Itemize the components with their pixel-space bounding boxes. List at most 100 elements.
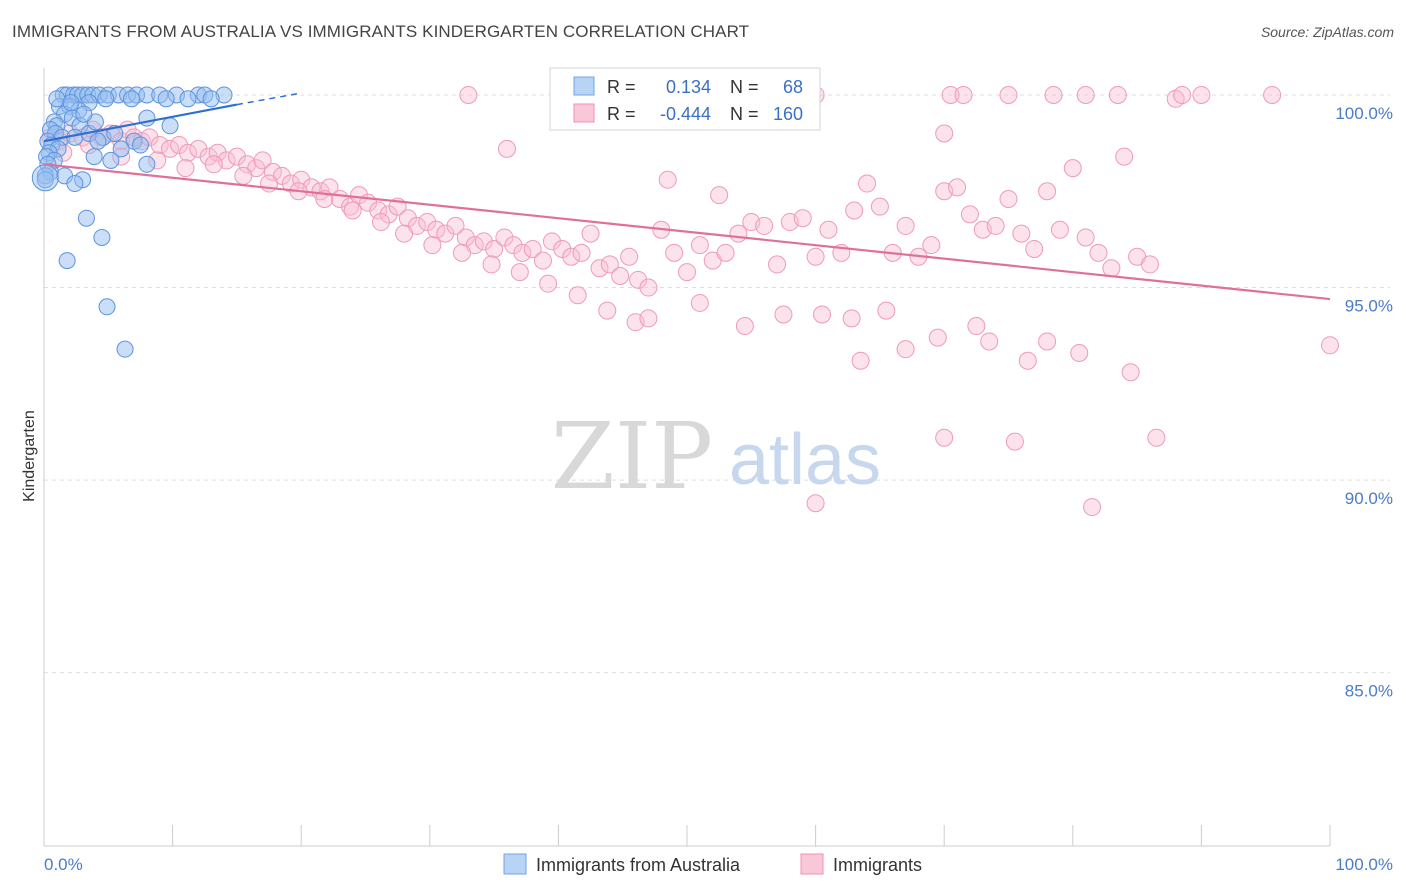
immigrants-point xyxy=(774,305,793,324)
immigrants-point xyxy=(819,220,838,239)
immigrants-point xyxy=(1083,498,1102,517)
watermark-zip: ZIP xyxy=(551,403,713,510)
immigrants-point xyxy=(539,274,558,293)
australia-point xyxy=(97,90,115,108)
immigrants-point xyxy=(1025,240,1044,259)
immigrants-point xyxy=(678,263,696,282)
immigrants-point xyxy=(189,139,208,158)
immigrants-point xyxy=(1076,228,1095,247)
immigrants-point xyxy=(371,213,390,232)
immigrants-point xyxy=(253,151,272,170)
source-note: Source: ZipAtlas.com xyxy=(1260,24,1394,40)
immigrants-point xyxy=(598,301,617,320)
immigrants-point xyxy=(590,259,609,278)
australia-point xyxy=(62,94,80,112)
immigrants-point xyxy=(581,224,600,243)
immigrants-point xyxy=(572,243,591,262)
stats-legend-n-label-2: N = xyxy=(730,104,759,124)
immigrants-point xyxy=(459,85,478,104)
immigrants-point xyxy=(513,243,532,262)
australia-point xyxy=(77,209,95,227)
australia-point xyxy=(66,175,84,193)
australia-point xyxy=(161,117,179,135)
immigrants-point xyxy=(482,255,501,274)
immigrants-point xyxy=(941,85,960,104)
immigrants-point xyxy=(474,232,493,251)
immigrants-point xyxy=(263,162,282,181)
australia-point xyxy=(85,148,103,166)
immigrants-point xyxy=(1121,363,1140,382)
immigrants-point xyxy=(1070,344,1089,363)
immigrants-point xyxy=(446,216,465,235)
immigrants-point xyxy=(542,232,561,251)
immigrants-point xyxy=(485,240,504,259)
immigrants-point xyxy=(562,247,581,266)
stats-legend-n-value-2: 160 xyxy=(773,104,803,124)
australia-point xyxy=(102,151,120,169)
series-legend-label-australia: Immigrants from Australia xyxy=(536,855,741,875)
australia-trend-line xyxy=(43,103,238,143)
australia-point xyxy=(89,132,107,150)
immigrants-point xyxy=(1173,85,1192,104)
immigrants-point xyxy=(600,255,619,274)
immigrants-point xyxy=(896,216,915,235)
immigrants-point xyxy=(896,340,915,359)
immigrants-point xyxy=(1005,432,1024,451)
immigrants-point xyxy=(851,351,870,370)
y-tick-label: 90.0% xyxy=(1345,489,1393,508)
immigrants-point xyxy=(1115,147,1134,166)
australia-point xyxy=(75,105,93,123)
immigrants-point xyxy=(176,159,195,178)
series-legend: Immigrants from Australia Immigrants xyxy=(503,853,922,875)
australia-point xyxy=(93,228,111,246)
immigrants-point xyxy=(495,228,514,247)
immigrants-point xyxy=(456,228,475,247)
immigrants-point xyxy=(170,136,189,155)
immigrants-point xyxy=(161,139,180,158)
immigrants-point xyxy=(320,178,339,197)
stats-legend-n-label-1: N = xyxy=(730,77,759,97)
immigrants-point xyxy=(452,243,471,262)
immigrants-point xyxy=(1038,332,1057,351)
australia-point xyxy=(138,155,156,173)
stats-legend-swatch-immigrants xyxy=(573,103,595,123)
immigrants-point xyxy=(343,201,362,220)
immigrants-point xyxy=(281,174,300,193)
immigrants-point xyxy=(436,224,455,243)
immigrants-point xyxy=(427,220,446,239)
australia-point xyxy=(98,298,116,316)
immigrants-point xyxy=(1012,224,1031,243)
axes xyxy=(43,68,1331,847)
immigrants-point xyxy=(629,270,648,289)
immigrants-point xyxy=(948,178,967,197)
immigrants-point xyxy=(1140,255,1159,274)
immigrants-point xyxy=(620,247,639,266)
immigrants-point xyxy=(418,213,437,232)
immigrants-point xyxy=(768,255,787,274)
immigrants-point xyxy=(870,197,889,216)
immigrants-point xyxy=(793,209,812,228)
australia-point xyxy=(131,136,149,154)
immigrants-point xyxy=(999,85,1018,104)
immigrants-point xyxy=(369,201,388,220)
immigrants-point xyxy=(553,240,572,259)
australia-point xyxy=(58,252,76,270)
immigrants-point xyxy=(755,216,774,235)
immigrants-point xyxy=(954,85,973,104)
stats-legend-swatch-australia xyxy=(573,76,595,96)
immigrants-point xyxy=(350,186,369,205)
immigrants-trend-line xyxy=(43,163,1331,301)
stats-legend-r-label-1: R = xyxy=(607,77,636,97)
immigrants-point xyxy=(1063,159,1082,178)
australia-point xyxy=(157,90,175,108)
immigrants-point xyxy=(658,170,677,189)
immigrants-point xyxy=(227,147,246,166)
australia-point xyxy=(116,340,134,358)
immigrants-point xyxy=(379,205,398,224)
x-tick-label-max: 100.0% xyxy=(1335,855,1393,874)
immigrants-point xyxy=(179,143,198,162)
immigrants-point xyxy=(1044,85,1063,104)
australia-point xyxy=(112,140,130,158)
immigrants-point xyxy=(204,155,223,174)
